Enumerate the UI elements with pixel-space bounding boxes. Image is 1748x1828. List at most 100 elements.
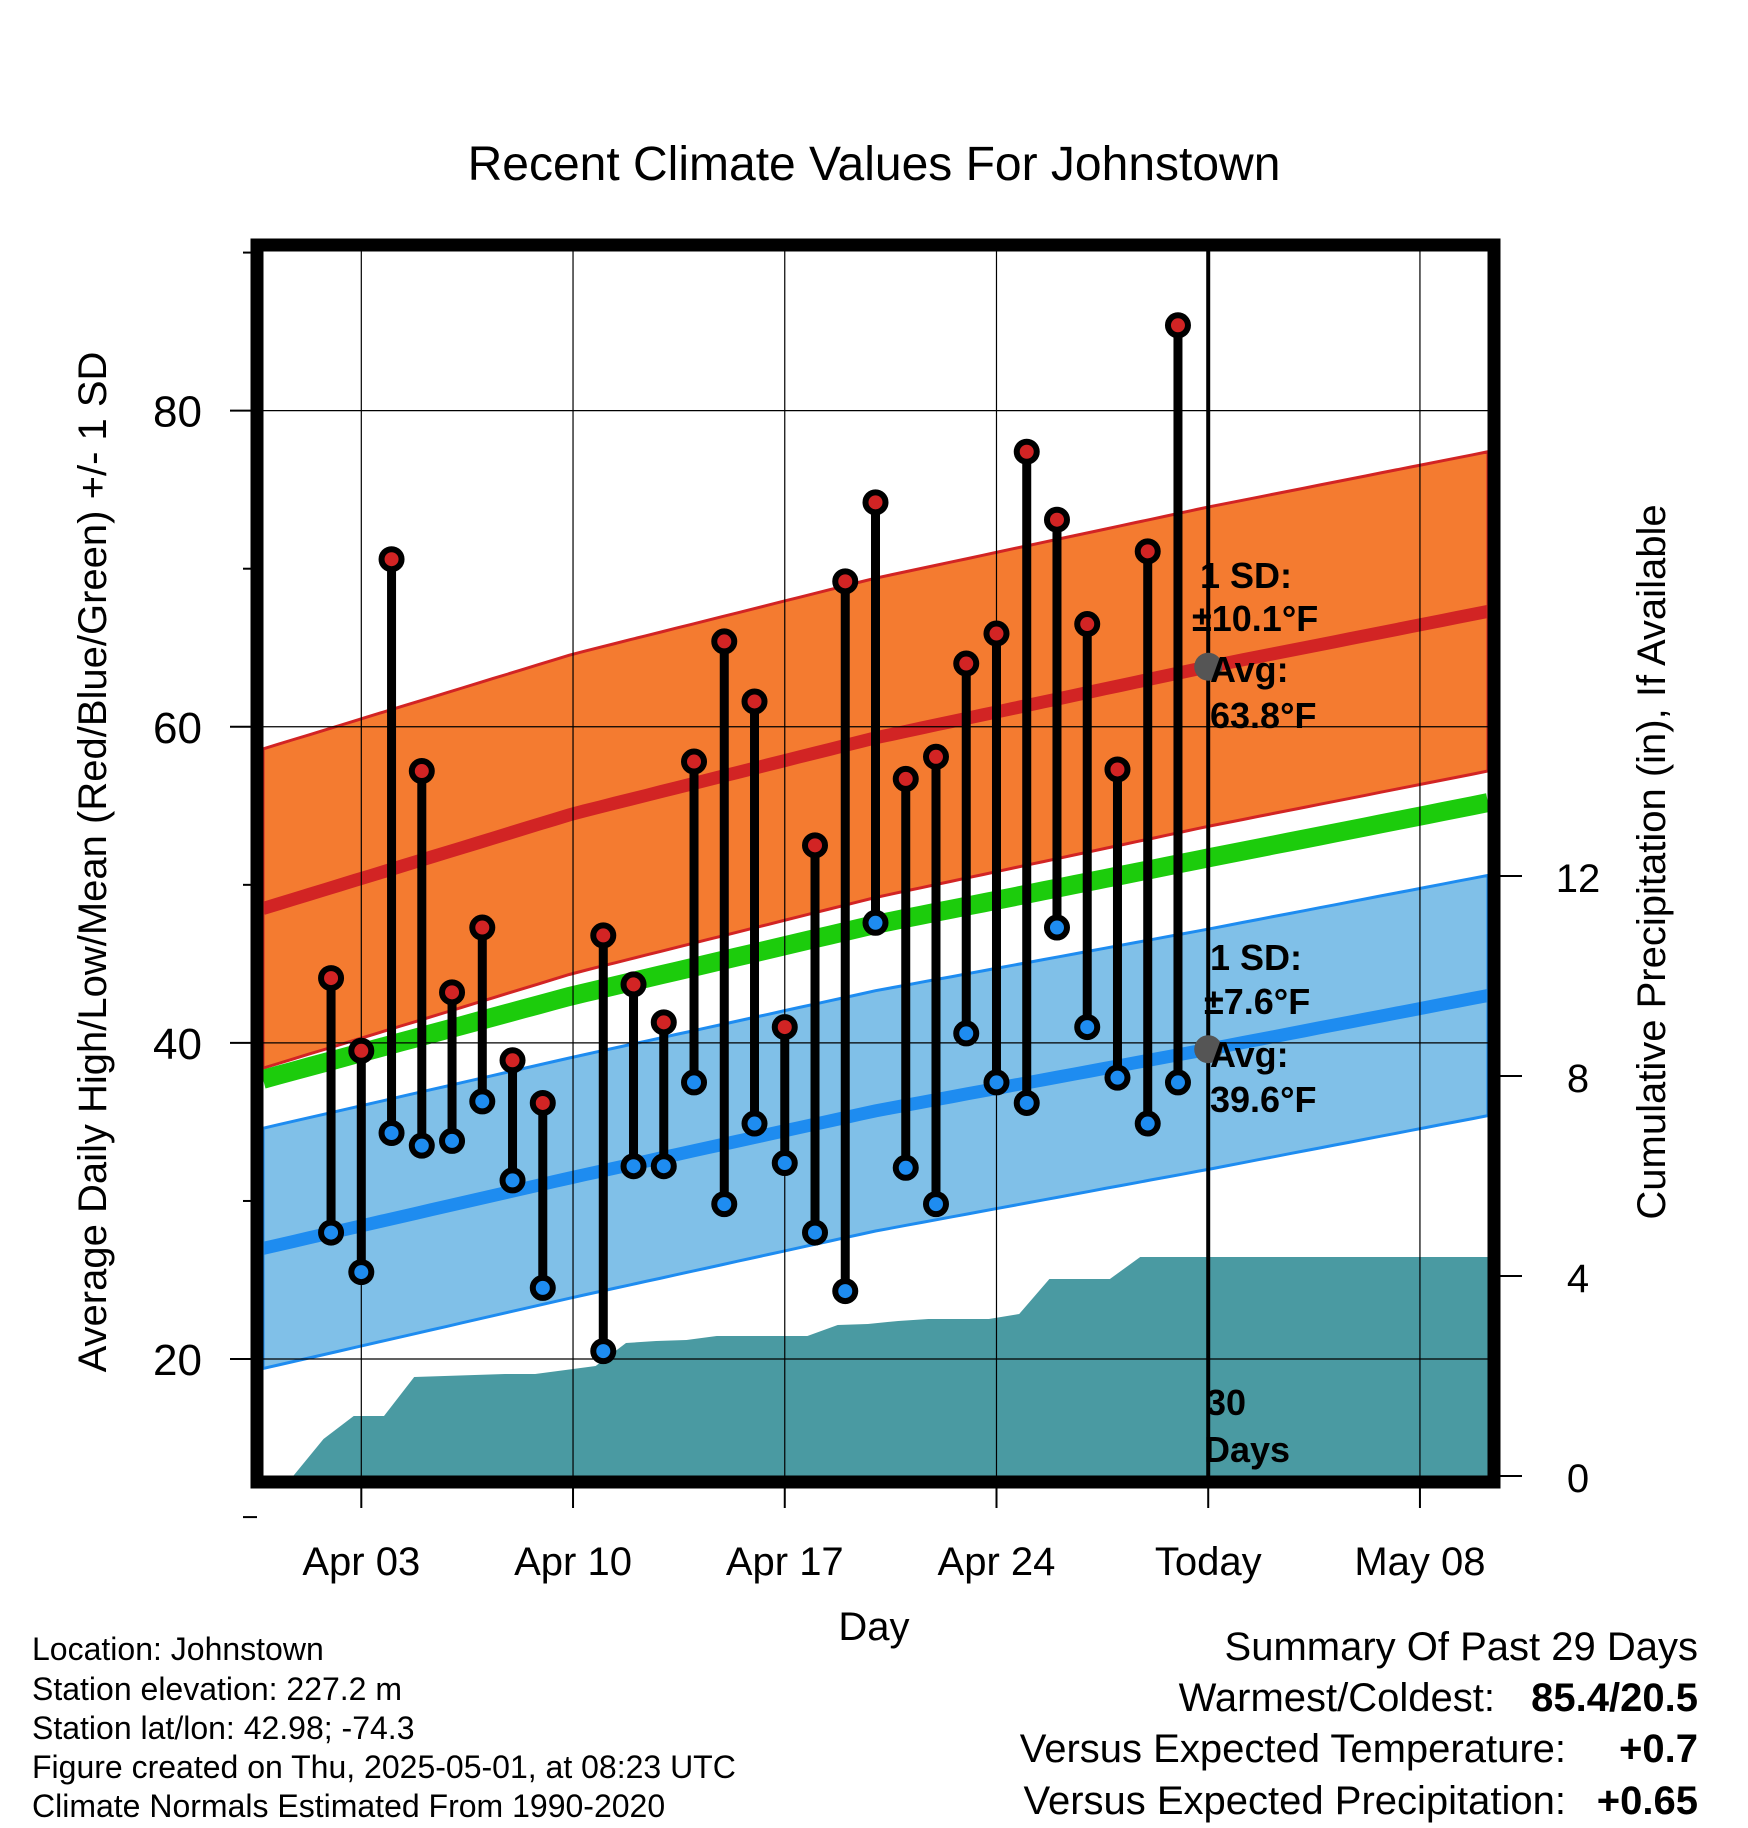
obs-high-point	[469, 914, 496, 941]
obs-high-point	[408, 758, 435, 785]
obs-low-point	[348, 1259, 375, 1286]
x-tick-label: Apr 03	[302, 1540, 420, 1584]
obs-high-point	[1134, 538, 1161, 565]
obs-high-point	[1013, 438, 1040, 465]
y2-tick-label: 4	[1567, 1257, 1589, 1301]
obs-low-point	[681, 1069, 708, 1096]
obs-low-point	[1104, 1064, 1131, 1091]
obs-high-point	[832, 568, 859, 595]
obs-low-point	[1134, 1110, 1161, 1137]
annotations: 1 SD: ±10.1°F Avg: 63.8°F 1 SD: ±7.6°F A…	[1192, 555, 1318, 1470]
obs-high-point	[590, 922, 617, 949]
obs-low-point	[983, 1069, 1010, 1096]
obs-low-point	[529, 1274, 556, 1301]
low-sd-label: 1 SD:	[1210, 937, 1302, 978]
low-sd-value: ±7.6°F	[1204, 981, 1310, 1022]
obs-low-point	[1043, 914, 1070, 941]
obs-low-point	[318, 1219, 345, 1246]
low-normal-line	[263, 989, 1488, 1255]
high-sd-value: ±10.1°F	[1192, 598, 1318, 639]
obs-low-point	[953, 1020, 980, 1047]
obs-low-point	[650, 1153, 677, 1180]
low-avg-value: 39.6°F	[1210, 1079, 1316, 1120]
obs-low-point	[892, 1154, 919, 1181]
summary: Summary Of Past 29 Days Warmest/Coldest:…	[1020, 1625, 1698, 1823]
info-latlon: Station lat/lon: 42.98; -74.3	[32, 1710, 414, 1746]
obs-low-point	[711, 1191, 738, 1218]
plot-area	[263, 251, 1488, 1476]
obs-low-point	[862, 909, 889, 936]
obs-high-point	[922, 743, 949, 770]
obs-high-point	[983, 620, 1010, 647]
summary-precip-label: Versus Expected Precipitation:	[1023, 1779, 1566, 1823]
obs-high-point	[1043, 506, 1070, 533]
obs-high-point	[681, 748, 708, 775]
y-tick-label: 80	[153, 388, 202, 437]
summary-title: Summary Of Past 29 Days	[1225, 1625, 1698, 1669]
obs-high-point	[1164, 312, 1191, 339]
high-avg-value: 63.8°F	[1210, 695, 1316, 736]
x-tick-label: Apr 24	[938, 1540, 1056, 1584]
axes: 20 40 60 80 0 4 8 12 Apr 03 Apr 10 Apr 17 Apr 24 Tod…	[153, 251, 1601, 1584]
obs-low-point	[1164, 1069, 1191, 1096]
chart-title: Recent Climate Values For Johnstown	[468, 138, 1281, 191]
obs-high-point	[741, 688, 768, 715]
obs-high-point	[802, 832, 829, 859]
x-tick-label: Today	[1155, 1540, 1262, 1584]
obs-low-point	[1074, 1014, 1101, 1041]
info-created: Figure created on Thu, 2025-05-01, at 08…	[32, 1749, 736, 1785]
x-tick-label: May 08	[1354, 1540, 1485, 1584]
obs-high-point	[439, 979, 466, 1006]
y-tick-label: 60	[153, 704, 202, 753]
obs-high-point	[1074, 611, 1101, 638]
obs-high-point	[529, 1089, 556, 1116]
today-markers	[1194, 652, 1223, 1064]
info-elevation: Station elevation: 227.2 m	[32, 1671, 402, 1707]
today-days-count: 30	[1206, 1382, 1246, 1423]
today-high-avg-marker	[1194, 652, 1223, 681]
info-location: Location: Johnstown	[32, 1631, 324, 1667]
obs-low-point	[832, 1278, 859, 1305]
y2-axis-title: Cumulative Precipitation (in), If Availa…	[1630, 504, 1674, 1219]
obs-high-point	[711, 628, 738, 655]
obs-low-point	[499, 1167, 526, 1194]
obs-high-point	[953, 650, 980, 677]
station-info: Location: Johnstown Station elevation: 2…	[32, 1631, 736, 1824]
low-avg-label: Avg:	[1210, 1034, 1289, 1075]
x-axis-title: Day	[838, 1605, 909, 1649]
obs-high-point	[862, 489, 889, 516]
obs-high-point	[620, 971, 647, 998]
x-tick-label: Apr 17	[726, 1540, 844, 1584]
obs-high-point	[499, 1047, 526, 1074]
summary-warm-cold-value: 85.4/20.5	[1531, 1676, 1698, 1720]
obs-low-point	[590, 1338, 617, 1365]
summary-precip-value: +0.65	[1597, 1779, 1698, 1823]
info-normals: Climate Normals Estimated From 1990-2020	[32, 1788, 665, 1824]
x-tick-label: Apr 10	[514, 1540, 632, 1584]
summary-warm-cold-label: Warmest/Coldest:	[1179, 1676, 1495, 1720]
obs-high-point	[318, 965, 345, 992]
obs-high-point	[378, 546, 405, 573]
obs-high-point	[348, 1037, 375, 1064]
obs-low-point	[620, 1153, 647, 1180]
y-axis-title: Average Daily High/Low/Mean (Red/Blue/Gr…	[71, 352, 115, 1373]
precip-area	[263, 1257, 1488, 1476]
obs-low-point	[1013, 1089, 1040, 1116]
y2-tick-label: 8	[1567, 1057, 1589, 1101]
today-days-unit: Days	[1204, 1429, 1290, 1470]
plot-frame	[250, 238, 1501, 1489]
summary-temp-label: Versus Expected Temperature:	[1020, 1727, 1566, 1771]
obs-high-point	[1104, 756, 1131, 783]
y2-tick-label: 0	[1567, 1457, 1589, 1501]
y-tick-label: 20	[153, 1336, 202, 1385]
obs-low-point	[469, 1088, 496, 1115]
obs-low-point	[802, 1219, 829, 1246]
obs-low-point	[922, 1191, 949, 1218]
y2-tick-label: 12	[1556, 857, 1601, 901]
observations	[318, 312, 1191, 1365]
summary-temp-value: +0.7	[1619, 1727, 1698, 1771]
obs-low-point	[771, 1150, 798, 1177]
obs-high-point	[892, 765, 919, 792]
obs-low-point	[408, 1132, 435, 1159]
